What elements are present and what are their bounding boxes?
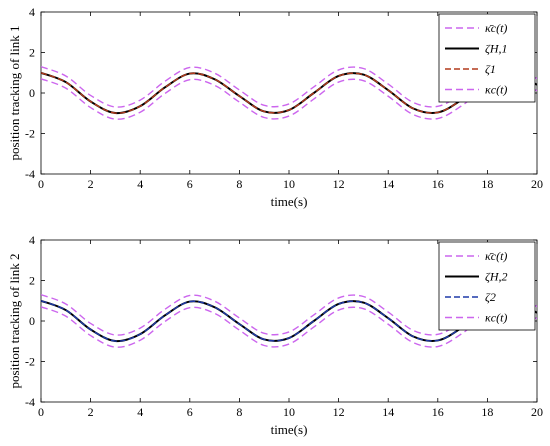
x-tick-label: 2: [88, 177, 94, 191]
x-tick-label: 14: [382, 177, 394, 191]
legend-label: ζ1: [485, 62, 496, 76]
x-axis-title: time(s): [271, 422, 308, 437]
x-tick-label: 16: [432, 405, 444, 419]
x-tick-label: 16: [432, 177, 444, 191]
x-tick-label: 12: [333, 405, 345, 419]
y-axis-title: position tracking of link 2: [7, 253, 22, 388]
legend-label: κ̄c(t): [485, 249, 507, 263]
legend-label: ζH,2: [485, 270, 508, 284]
series-line-3: [41, 300, 537, 342]
legend-label: κ̄c(t): [485, 21, 507, 35]
x-axis-title: time(s): [271, 194, 308, 209]
series-line-1: [41, 294, 537, 336]
series-line-3: [41, 72, 537, 114]
legend-box: [438, 13, 536, 103]
x-tick-label: 10: [283, 177, 295, 191]
x-tick-label: 2: [88, 405, 94, 419]
series-line-4: [41, 306, 537, 348]
chart-1: 0 2 4 6 8 10 12 14 16 18 20420-2-4time(s)position …: [7, 5, 543, 209]
chart-2: 0 2 4 6 8 10 12 14 16 18 20420-2-4time(s)position …: [7, 233, 543, 437]
legend-box: [438, 241, 536, 331]
y-tick-label: 0: [29, 314, 35, 328]
x-tick-label: 4: [137, 177, 143, 191]
series-line-1: [41, 66, 537, 108]
legend-label: ζH,1: [485, 42, 508, 56]
y-tick-label: 2: [29, 46, 35, 60]
x-tick-label: 20: [531, 177, 543, 191]
series-group: [41, 294, 537, 348]
y-tick-label: 0: [29, 86, 35, 100]
y-axis-title: position tracking of link 1: [7, 25, 22, 160]
series-group: [41, 66, 537, 120]
x-tick-label: 20: [531, 405, 543, 419]
x-tick-label: 0: [38, 405, 44, 419]
y-tick-label: 2: [29, 274, 35, 288]
y-tick-label: -4: [25, 167, 35, 181]
legend-label: κc(t): [485, 311, 507, 325]
y-tick-label: -2: [25, 127, 35, 141]
x-tick-label: 12: [333, 177, 345, 191]
x-tick-label: 4: [137, 405, 143, 419]
x-tick-label: 6: [187, 177, 193, 191]
legend-label: κc(t): [485, 83, 507, 97]
x-tick-label: 6: [187, 405, 193, 419]
series-line-4: [41, 78, 537, 120]
x-tick-label: 8: [236, 405, 242, 419]
legend: κ̄c(t) ζH,2 ζ2 κc(t): [438, 241, 536, 331]
x-tick-label: 18: [481, 405, 493, 419]
x-tick-label: 14: [382, 405, 394, 419]
x-tick-label: 18: [481, 177, 493, 191]
y-tick-label: -4: [25, 395, 35, 409]
y-tick-label: -2: [25, 355, 35, 369]
x-tick-label: 8: [236, 177, 242, 191]
y-tick-label: 4: [29, 233, 35, 247]
y-tick-label: 4: [29, 5, 35, 19]
legend: κ̄c(t) ζH,1 ζ1 κc(t): [438, 13, 536, 103]
legend-label: ζ2: [485, 290, 496, 304]
x-tick-label: 0: [38, 177, 44, 191]
x-tick-label: 10: [283, 405, 295, 419]
